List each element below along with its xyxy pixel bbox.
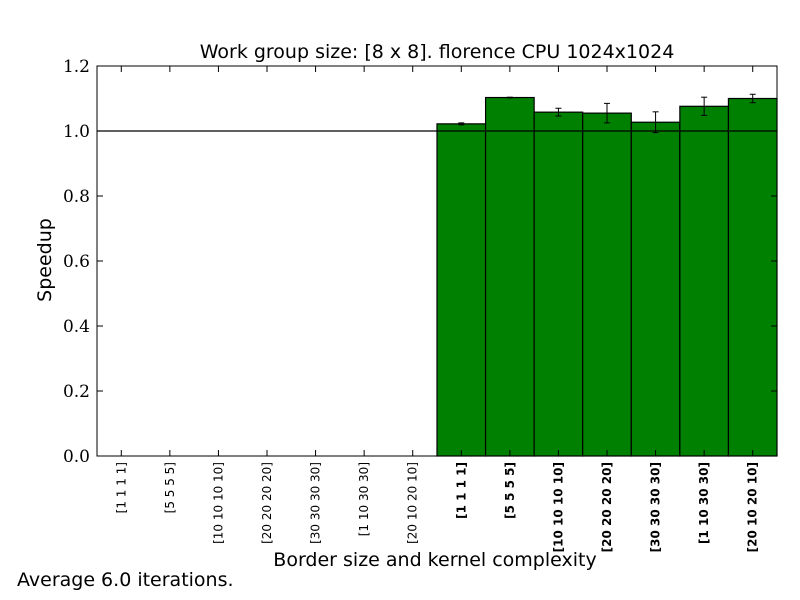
y-axis-ticks: 0.0 0.2 0.4 0.6 0.8 1.0 1.2 [63,57,777,467]
y-axis-label: Speedup [34,218,56,302]
y-tick-label: 0.4 [63,317,90,337]
y-tick-label: 1.0 [63,122,90,142]
x-tick-label: [10 10 10 10] [211,462,225,544]
x-tick-label: [20 10 20 10] [406,462,420,544]
bar [484,96,535,457]
y-tick-label: 0.0 [63,447,90,467]
x-tick-label: [1 1 1 1] [454,462,468,519]
y-tick-label: 0.8 [63,187,90,207]
x-axis-ticks: [1 1 1 1] [5 5 5 5] [10 10 10 10] [20 20 20… [114,66,760,552]
y-tick-label: 1.2 [63,57,90,77]
bar [727,97,778,457]
bar [679,105,730,457]
error-bars-group [458,93,756,134]
bar [533,111,584,457]
x-tick-label: [10 10 10 10] [551,462,565,552]
bars-group [436,96,778,457]
bar [582,112,632,457]
x-tick-label: [20 20 20 20] [260,462,274,544]
x-tick-label: [1 10 30 30] [357,462,371,536]
x-tick-label: [1 10 30 30] [697,462,711,544]
x-tick-label: [20 10 20 10] [746,462,760,552]
chart-title: Work group size: [8 x 8]. florence CPU 1… [200,41,675,63]
x-tick-label: [5 5 5 5] [163,462,177,513]
y-tick-label: 0.6 [63,252,90,272]
x-axis-label: Border size and kernel complexity [273,549,596,571]
x-tick-label: [30 30 30 30] [309,462,323,544]
footnote: Average 6.0 iterations. [17,569,234,591]
bar [630,121,681,457]
x-tick-label: [30 30 30 30] [649,462,663,552]
bar [436,123,487,457]
x-tick-label: [5 5 5 5] [503,462,517,519]
x-tick-label: [1 1 1 1] [114,462,128,513]
y-tick-label: 0.2 [63,382,90,402]
x-tick-label: [20 20 20 20] [600,462,614,552]
